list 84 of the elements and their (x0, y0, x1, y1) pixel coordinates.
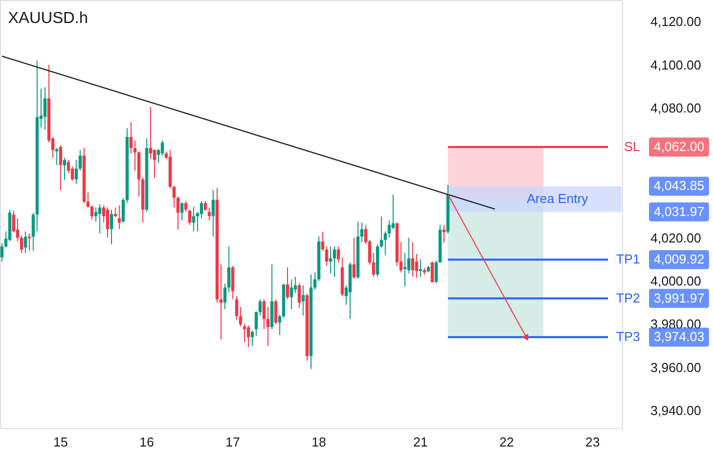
candlestick (20, 235, 24, 254)
candlestick (246, 324, 250, 348)
ref-line-label: TP1 (616, 252, 640, 267)
y-tick-label: 3,960.00 (650, 360, 702, 375)
candlestick (262, 298, 266, 330)
candlestick (98, 204, 102, 234)
candlestick (430, 261, 434, 283)
candlestick (133, 140, 137, 172)
band-label: Area Entry (526, 191, 589, 206)
x-tick-label: 17 (226, 434, 240, 450)
candlestick (118, 204, 121, 230)
ref-line-label: TP3 (616, 329, 640, 344)
candlestick (313, 272, 316, 290)
candlestick (290, 278, 294, 310)
candlestick (418, 258, 422, 278)
candlestick (70, 166, 74, 181)
candlestick (43, 86, 47, 130)
text: 3,974.03 (654, 329, 704, 344)
candlestick (59, 144, 62, 191)
text: 4,062.00 (654, 138, 704, 154)
candlestick (223, 283, 226, 310)
candlestick (149, 106, 152, 160)
text: 4,009.92 (654, 252, 704, 267)
candlestick (106, 207, 110, 238)
candlestick (176, 196, 180, 230)
candlestick (110, 209, 114, 245)
candlestick (86, 192, 90, 208)
candlestick (212, 190, 215, 237)
candlestick (129, 122, 133, 154)
candlestick (62, 157, 66, 180)
x-tick-label: 21 (413, 434, 428, 450)
candlestick (90, 204, 94, 220)
candlestick (200, 200, 204, 219)
candlestick (360, 222, 364, 243)
candlestick (0, 242, 4, 262)
y-tick-label: 4,100.00 (650, 57, 702, 72)
candlestick (266, 306, 270, 346)
candlestick (235, 296, 238, 320)
x-tick-label: 22 (499, 434, 514, 450)
candlestick (392, 194, 395, 230)
candlestick (286, 266, 290, 300)
candlestick (180, 202, 184, 221)
candlestick (208, 207, 211, 221)
x-tick-label: 18 (312, 434, 326, 450)
candlestick (434, 260, 438, 284)
candlestick (160, 140, 164, 156)
candlestick (172, 185, 176, 208)
x-tick-label: 23 (585, 434, 600, 450)
text: XAUUSD.h (8, 10, 88, 27)
candlestick (28, 232, 31, 252)
x-tick-label: 15 (53, 434, 68, 450)
text: 3,991.97 (654, 290, 704, 306)
y-tick-label: 4,020.00 (650, 230, 702, 246)
y-tick-label: 4,000.00 (650, 274, 702, 289)
candlestick (16, 218, 20, 242)
candlestick (372, 252, 376, 278)
candlestick (332, 246, 336, 278)
y-tick-label: 3,980.00 (650, 316, 702, 332)
candlestick (336, 246, 340, 264)
ref-line-label: SL (624, 138, 640, 154)
candlestick (411, 242, 414, 278)
candlestick (152, 148, 156, 178)
candlestick (352, 237, 356, 280)
candlestick (274, 298, 278, 325)
y-tick-label: 3,940.00 (650, 403, 702, 418)
ref-line-label: TP2 (616, 290, 640, 306)
candlestick (442, 224, 446, 244)
candlestick (231, 265, 234, 300)
y-tick-label: 4,120.00 (650, 14, 702, 30)
candlestick (302, 284, 305, 316)
candlestick (204, 200, 207, 212)
candlestick (24, 230, 27, 254)
text: 4,031.97 (654, 204, 704, 219)
x-tick-label: 16 (139, 434, 154, 450)
candlestick (298, 282, 301, 309)
candlestick (192, 206, 196, 232)
candlestick (227, 246, 230, 293)
candlestick (55, 148, 58, 166)
candlestick (380, 216, 383, 248)
text: 4,043.85 (654, 178, 704, 194)
candlestick (325, 246, 328, 266)
candlestick (239, 306, 242, 327)
y-tick-label: 4,080.00 (650, 100, 702, 116)
candlestick (415, 253, 418, 278)
